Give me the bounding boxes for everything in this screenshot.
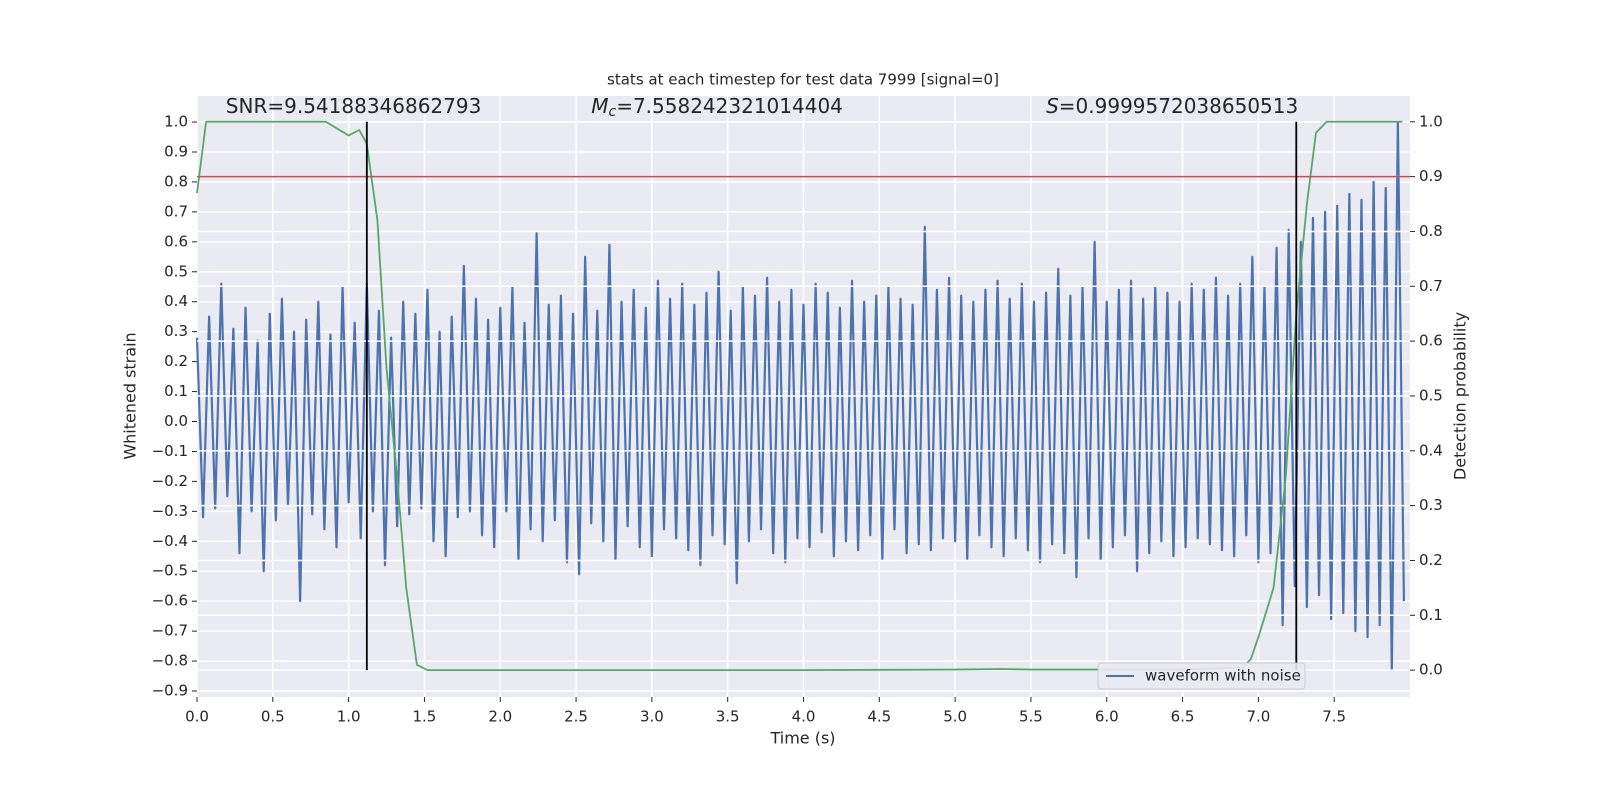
y2-tick-label: 0.6: [1419, 332, 1443, 350]
line-series: [196, 120, 1403, 672]
annotation-text: =0.9999572038650513: [1059, 94, 1298, 118]
x-tick-label: 4.0: [792, 708, 816, 726]
y-axis-label: Whitened strain: [121, 332, 140, 459]
y2-tick-label: 0.1: [1419, 606, 1443, 624]
x-tick-label: 7.5: [1322, 708, 1346, 726]
y2-tick-label: 0.8: [1419, 222, 1443, 240]
x-tick-label: 1.5: [413, 708, 437, 726]
annotation-text: =7.558242321014404: [616, 94, 843, 118]
x-tick-label: 5.0: [943, 708, 967, 726]
annotation-symbol: S: [1046, 94, 1059, 118]
y2-tick-label: 0.9: [1419, 167, 1443, 185]
x-tick-label: 0.5: [261, 708, 285, 726]
chart-title: stats at each timestep for test data 799…: [607, 71, 999, 89]
x-tick-label: 5.5: [1019, 708, 1043, 726]
plot-layer: 0.0 0.5 1.0 1.5 2.0 2.5 3.0 3.5 4.0 4.5 5.0 5.5 6.0 6…: [152, 96, 1443, 726]
x-tick-label: 2.0: [488, 708, 512, 726]
y-tick-label: −0.4: [152, 532, 188, 550]
annotation: S=0.9999572038650513: [1046, 94, 1298, 118]
y-tick-label: −0.1: [152, 442, 188, 460]
y-tick-label: −0.3: [152, 502, 188, 520]
y-tick-label: 0.7: [164, 202, 188, 220]
x-tick-label: 6.5: [1171, 708, 1195, 726]
y2-tick-label: 0.0: [1419, 661, 1443, 679]
y-tick-label: −0.9: [152, 682, 188, 700]
y-tick-label: −0.5: [152, 562, 188, 580]
annotation-symbol: M: [591, 94, 608, 118]
y2-tick-label: 0.7: [1419, 277, 1443, 295]
y-tick-label: −0.7: [152, 622, 188, 640]
y-tick-label: −0.2: [152, 472, 188, 490]
y-tick-label: 0.2: [164, 352, 188, 370]
y2-tick-label: 0.4: [1419, 441, 1443, 459]
y-tick-label: 0.4: [164, 292, 188, 310]
annotation: SNR=9.54188346862793: [226, 94, 482, 118]
y2-tick-label: 0.3: [1419, 496, 1443, 514]
y-tick-label: 0.0: [164, 412, 188, 430]
y-tick-label: 0.8: [164, 172, 188, 190]
y-tick-label: 0.1: [164, 382, 188, 400]
annotation: Mc=7.558242321014404: [591, 94, 843, 121]
y2-axis-label: Detection probability: [1451, 312, 1470, 480]
y2-tick-label: 1.0: [1419, 112, 1443, 130]
x-tick-label: 0.0: [185, 708, 209, 726]
x-tick-label: 4.5: [867, 708, 891, 726]
y2-tick-label: 0.5: [1419, 386, 1443, 404]
x-axis-label: Time (s): [769, 729, 835, 748]
y-tick-label: 1.0: [164, 113, 188, 131]
y-tick-label: 0.9: [164, 142, 188, 160]
x-tick-label: 6.0: [1095, 708, 1119, 726]
y-tick-label: 0.3: [164, 322, 188, 340]
annotation-subscript: c: [608, 104, 616, 120]
y2-tick-label: 0.2: [1419, 551, 1443, 569]
y-tick-label: −0.8: [152, 652, 188, 670]
y-tick-label: 0.6: [164, 232, 188, 250]
legend-box: [1097, 662, 1306, 690]
y-tick-label: −0.6: [152, 592, 188, 610]
y-tick-label: 0.5: [164, 262, 188, 280]
x-tick-label: 1.0: [337, 708, 361, 726]
x-tick-label: 3.0: [640, 708, 664, 726]
legend-label: waveform with noise: [1145, 667, 1301, 685]
x-tick-label: 3.5: [716, 708, 740, 726]
x-tick-label: 7.0: [1246, 708, 1270, 726]
annotation-text: SNR=9.54188346862793: [226, 94, 482, 118]
x-tick-label: 2.5: [564, 708, 588, 726]
